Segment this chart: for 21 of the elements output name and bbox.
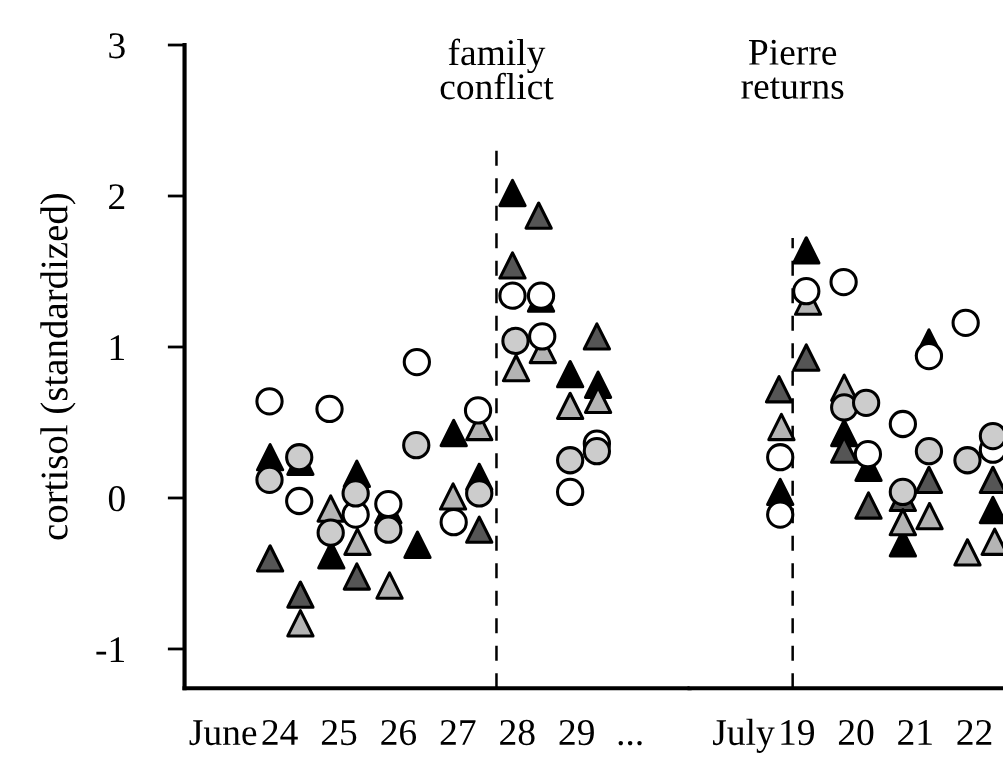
y-tick-label: -1 [96,637,124,662]
x-tick-label: June [189,720,257,746]
y-tick-label: 0 [108,486,125,512]
y-tick-label: 3 [109,33,125,59]
y-axis-title: cortisol (standardized) [40,193,76,540]
x-tick-label: 24 [262,719,298,745]
x-tick-label: 25 [321,719,357,746]
x-tick-label: 26 [381,719,417,746]
x-tick-label: 21 [898,719,932,745]
x-tick-label: 22 [957,719,992,745]
y-tick-label: 2 [109,184,125,210]
x-tick-label: July [713,718,775,753]
y-tick-label: 1 [110,335,124,360]
x-tick-label: 20 [838,719,874,746]
ref-line-label: family conflict [440,38,554,100]
ref-line-label: Pierre returns [741,39,844,99]
x-tick-label: 27 [440,719,476,745]
x-tick-label: 19 [781,719,815,746]
x-tick-label: 28 [500,719,535,746]
x-tick-label: 29 [559,719,594,746]
x-tick-label: ... [618,740,642,746]
